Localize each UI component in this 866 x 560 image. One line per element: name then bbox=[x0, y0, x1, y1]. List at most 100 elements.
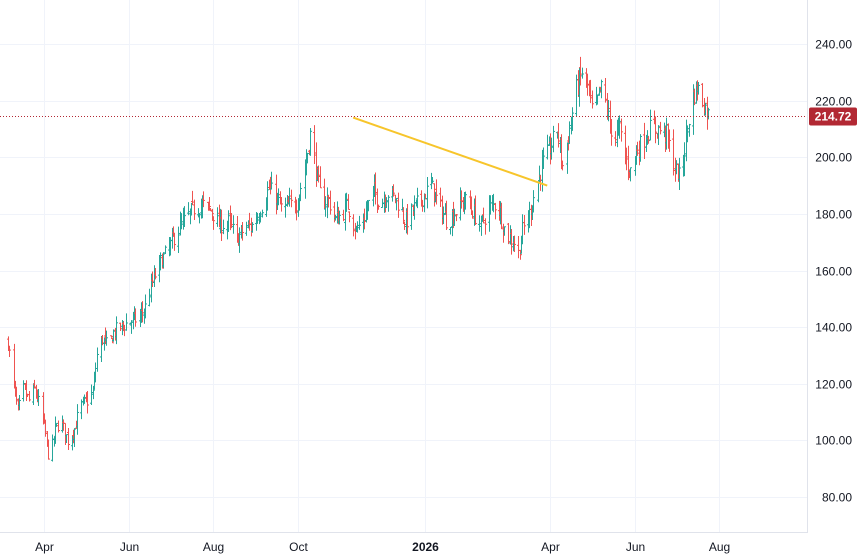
ohlc-bar-down bbox=[28, 390, 31, 402]
ohlc-bar-up bbox=[125, 313, 128, 331]
ohlc-bar-down bbox=[484, 218, 487, 235]
ohlc-bar-up bbox=[162, 252, 165, 269]
ohlc-bar-down bbox=[220, 209, 223, 242]
ohlc-bar-down bbox=[348, 211, 351, 223]
ohlc-bar-down bbox=[374, 172, 377, 205]
ohlc-bars bbox=[7, 56, 710, 462]
ohlc-bar-down bbox=[327, 194, 330, 208]
ohlc-bar-down bbox=[471, 210, 474, 219]
ohlc-bar-down bbox=[47, 439, 50, 460]
price-tick-label: 120.00 bbox=[815, 378, 852, 392]
ohlc-bar-up bbox=[130, 320, 133, 334]
ohlc-bar-up bbox=[277, 188, 280, 206]
price-tick-label: 160.00 bbox=[815, 265, 852, 279]
ohlc-bar-down bbox=[319, 166, 322, 189]
ohlc-bar-up bbox=[18, 394, 21, 411]
ohlc-bar-down bbox=[317, 165, 320, 183]
time-axis-labels: Apr Jun Aug Oct 2026 Apr Jun Aug bbox=[35, 540, 730, 554]
ohlc-bar-up bbox=[232, 215, 235, 234]
ohlc-bar-down bbox=[668, 129, 671, 152]
ohlc-bar-up bbox=[431, 177, 434, 184]
ohlc-bar-up bbox=[449, 226, 452, 235]
time-tick-label: Apr bbox=[541, 540, 560, 554]
ohlc-bar-up bbox=[73, 428, 76, 448]
ohlc-bar-up bbox=[55, 422, 58, 427]
ohlc-bar-up bbox=[503, 226, 506, 236]
ohlc-bar-down bbox=[627, 145, 630, 181]
ohlc-bar-up bbox=[546, 134, 549, 160]
ohlc-bar-down bbox=[8, 345, 11, 358]
ohlc-bar-down bbox=[329, 190, 332, 215]
ohlc-bar-up bbox=[600, 79, 603, 99]
ohlc-bar-down bbox=[421, 199, 424, 212]
ohlc-bar-up bbox=[251, 222, 254, 233]
ohlc-bar-down bbox=[392, 184, 395, 197]
ohlc-bar-up bbox=[177, 226, 180, 254]
ohlc-bar-down bbox=[589, 79, 592, 104]
price-tick-label: 220.00 bbox=[815, 95, 852, 109]
ohlc-bar-up bbox=[532, 190, 535, 213]
ohlc-bar-down bbox=[313, 125, 316, 164]
ohlc-bar-up bbox=[90, 384, 93, 405]
ohlc-bar-up bbox=[678, 157, 681, 191]
ohlc-bar-up bbox=[426, 176, 429, 209]
ohlc-bar-down bbox=[625, 147, 628, 171]
trend-line[interactable] bbox=[352, 116, 548, 187]
ohlc-bar-down bbox=[110, 335, 113, 338]
ohlc-bar-up bbox=[416, 187, 419, 209]
ohlc-bar-up bbox=[65, 434, 68, 444]
time-tick-label: Aug bbox=[709, 540, 730, 554]
ohlc-bar-up bbox=[442, 206, 445, 224]
ohlc-bar-down bbox=[134, 308, 137, 327]
ohlc-bar-up bbox=[571, 107, 574, 131]
ohlc-bar-down bbox=[460, 190, 463, 209]
ohlc-bar-up bbox=[387, 195, 390, 212]
price-tick-label: 240.00 bbox=[815, 38, 852, 52]
ohlc-bar-up bbox=[105, 330, 108, 346]
ohlc-bar-up bbox=[686, 125, 689, 143]
ohlc-bar-up bbox=[639, 134, 642, 162]
ohlc-bar-up bbox=[324, 196, 327, 217]
ohlc-bar-down bbox=[561, 160, 564, 171]
ohlc-bar-up bbox=[266, 181, 269, 211]
ohlc-bar-down bbox=[474, 195, 477, 226]
ohlc-bar-up bbox=[83, 394, 86, 404]
ohlc-bar-down bbox=[643, 122, 646, 159]
price-tick-label: 80.00 bbox=[822, 491, 852, 505]
ohlc-bar-down bbox=[636, 141, 639, 156]
ohlc-bar-down bbox=[500, 202, 503, 230]
ohlc-bar-down bbox=[455, 213, 458, 222]
ohlc-bar-down bbox=[482, 207, 485, 224]
ohlc-bar-up bbox=[238, 227, 241, 253]
ohlc-bar-down bbox=[241, 222, 244, 241]
ohlc-bar-up bbox=[338, 210, 341, 225]
ohlc-bar-down bbox=[377, 204, 380, 210]
price-tick-label: 200.00 bbox=[815, 151, 852, 165]
price-tick-label: 140.00 bbox=[815, 321, 852, 335]
ohlc-bar-up bbox=[649, 109, 652, 141]
ohlc-bar-down bbox=[193, 199, 196, 220]
ohlc-bar-down bbox=[211, 208, 214, 221]
ohlc-bar-down bbox=[342, 209, 345, 222]
ohlc-bar-up bbox=[381, 198, 384, 209]
ohlc-bar-up bbox=[464, 191, 467, 210]
ohlc-bar-up bbox=[385, 197, 388, 209]
ohlc-bar-down bbox=[406, 203, 409, 235]
ohlc-bar-down bbox=[523, 215, 526, 235]
ohlc-bar-up bbox=[159, 252, 162, 271]
ohlc-bar-down bbox=[44, 419, 47, 437]
last-price-marker: 214.72 bbox=[809, 107, 857, 126]
ohlc-bar-up bbox=[96, 347, 99, 372]
ohlc-bar-up bbox=[568, 121, 571, 145]
ohlc-bar-up bbox=[261, 209, 264, 218]
ohlc-bar-up bbox=[345, 192, 348, 212]
ohlc-bar-down bbox=[57, 420, 60, 433]
ohlc-bar-up bbox=[22, 380, 25, 402]
ohlc-bar-down bbox=[445, 200, 448, 231]
ohlc-bar-down bbox=[280, 196, 283, 212]
drawings bbox=[0, 116, 807, 187]
ohlc-bar-up bbox=[356, 221, 359, 233]
ohlc-bar-up bbox=[259, 211, 262, 223]
ohlc-bar-up bbox=[478, 215, 481, 232]
